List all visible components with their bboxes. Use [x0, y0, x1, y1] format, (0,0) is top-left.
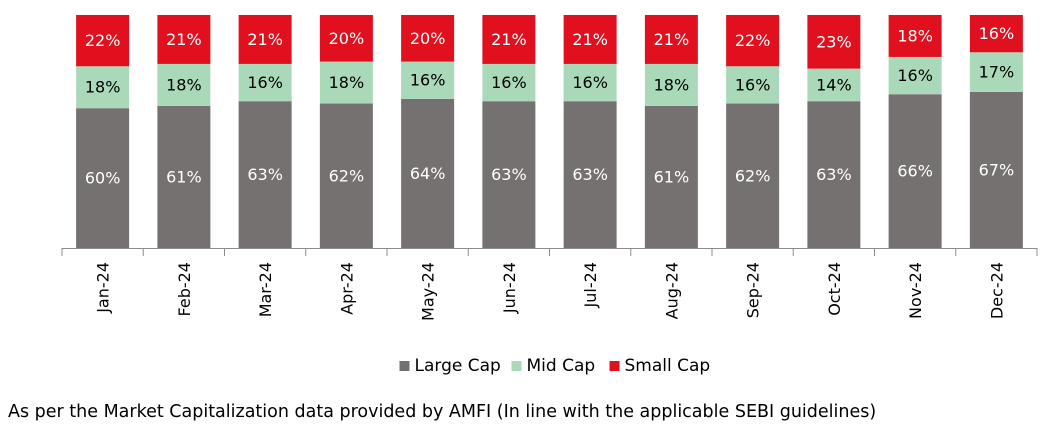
- bar-small-cap-mar-24: [238, 15, 292, 64]
- data-label-mid-cap-mar-24: 16%: [247, 73, 283, 92]
- x-tick-label-jun-24: Jun-24: [500, 262, 519, 314]
- data-label-large-cap-feb-24: 61%: [166, 167, 202, 186]
- bar-large-cap-aug-24: [644, 105, 698, 249]
- data-label-large-cap-apr-24: 62%: [329, 166, 365, 185]
- bar-large-cap-apr-24: [319, 103, 373, 248]
- x-tick-label-apr-24: Apr-24: [337, 262, 356, 315]
- data-label-mid-cap-oct-24: 14%: [816, 75, 852, 94]
- bar-small-cap-may-24: [401, 15, 455, 62]
- data-label-mid-cap-nov-24: 16%: [897, 66, 933, 85]
- legend-swatch-mid-cap: [511, 361, 522, 371]
- data-label-mid-cap-may-24: 16%: [410, 71, 446, 90]
- data-label-mid-cap-apr-24: 18%: [329, 73, 365, 92]
- data-label-large-cap-jul-24: 63%: [572, 165, 608, 184]
- bar-mid-cap-sep-24: [726, 66, 780, 104]
- bar-large-cap-mar-24: [238, 101, 292, 249]
- x-tick-label-jan-24: Jan-24: [94, 262, 113, 314]
- x-axis-ticks: [61, 248, 1038, 256]
- legend-swatch-large-cap: [399, 361, 410, 371]
- x-axis-tick-labels: Jan-24 Feb-24 Mar-24 Apr-24 May-24 Jun-24 Jul-…: [94, 262, 1007, 321]
- legend-item-small-cap: Small Cap: [609, 356, 711, 376]
- data-label-small-cap-nov-24: 18%: [897, 26, 933, 45]
- legend-swatch-small-cap: [609, 361, 620, 371]
- data-label-large-cap-aug-24: 61%: [654, 167, 690, 186]
- x-tick-label-jul-24: Jul-24: [581, 262, 600, 308]
- data-label-mid-cap-jan-24: 18%: [85, 78, 121, 97]
- data-label-small-cap-jun-24: 21%: [491, 30, 527, 49]
- data-label-small-cap-may-24: 20%: [410, 29, 446, 48]
- data-label-large-cap-oct-24: 63%: [816, 165, 852, 184]
- data-label-mid-cap-sep-24: 16%: [735, 75, 771, 94]
- bars-group: 60% 18% 22% 61% 18% 21% 63% 16% 21% 62% 18% 20% 64% 1…: [76, 15, 1023, 249]
- bar-mid-cap-apr-24: [319, 61, 373, 104]
- data-label-small-cap-apr-24: 20%: [329, 29, 365, 48]
- data-label-small-cap-jul-24: 21%: [572, 30, 608, 49]
- bar-small-cap-oct-24: [807, 15, 861, 69]
- bar-mid-cap-feb-24: [157, 63, 211, 106]
- bar-small-cap-apr-24: [319, 15, 373, 62]
- data-label-large-cap-nov-24: 66%: [897, 162, 933, 181]
- data-label-large-cap-mar-24: 63%: [247, 165, 283, 184]
- data-label-large-cap-dec-24: 67%: [979, 160, 1015, 179]
- x-tick-label-aug-24: Aug-24: [662, 262, 681, 319]
- legend-label-mid-cap: Mid Cap: [527, 356, 596, 376]
- data-label-large-cap-jan-24: 60%: [85, 169, 121, 188]
- data-label-small-cap-sep-24: 22%: [735, 31, 771, 50]
- legend-label-large-cap: Large Cap: [415, 356, 501, 376]
- legend-label-small-cap: Small Cap: [625, 356, 711, 376]
- data-label-small-cap-feb-24: 21%: [166, 30, 202, 49]
- bar-mid-cap-jan-24: [76, 66, 130, 109]
- bar-mid-cap-aug-24: [644, 63, 698, 106]
- bar-small-cap-nov-24: [888, 15, 942, 57]
- stacked-bar-chart: 60% 18% 22% 61% 18% 21% 63% 16% 21% 62% 18% 20% 64% 1…: [61, 15, 1038, 376]
- x-tick-label-mar-24: Mar-24: [256, 262, 275, 317]
- bar-large-cap-feb-24: [157, 105, 211, 249]
- data-label-mid-cap-feb-24: 18%: [166, 75, 202, 94]
- bar-small-cap-sep-24: [726, 15, 780, 67]
- bar-small-cap-feb-24: [157, 15, 211, 64]
- legend-item-large-cap: Large Cap: [399, 356, 501, 376]
- data-label-mid-cap-aug-24: 18%: [654, 75, 690, 94]
- bar-mid-cap-jun-24: [482, 63, 536, 102]
- bar-small-cap-jan-24: [76, 15, 130, 67]
- bar-large-cap-nov-24: [888, 94, 942, 248]
- data-label-mid-cap-dec-24: 17%: [979, 63, 1015, 82]
- data-label-small-cap-mar-24: 21%: [247, 30, 283, 49]
- bar-small-cap-aug-24: [644, 15, 698, 64]
- x-tick-label-dec-24: Dec-24: [987, 262, 1006, 319]
- x-tick-label-nov-24: Nov-24: [906, 262, 925, 319]
- bar-mid-cap-nov-24: [888, 56, 942, 95]
- footnote: As per the Market Capitalization data pr…: [8, 402, 877, 422]
- data-label-mid-cap-jun-24: 16%: [491, 73, 527, 92]
- bar-mid-cap-may-24: [401, 61, 455, 99]
- bar-small-cap-jul-24: [563, 15, 617, 64]
- x-tick-label-may-24: May-24: [419, 262, 438, 321]
- legend-item-mid-cap: Mid Cap: [511, 356, 596, 376]
- bar-mid-cap-oct-24: [807, 68, 861, 102]
- bar-small-cap-dec-24: [969, 15, 1023, 53]
- x-tick-label-feb-24: Feb-24: [175, 262, 194, 316]
- data-label-large-cap-sep-24: 62%: [735, 166, 771, 185]
- data-label-large-cap-may-24: 64%: [410, 164, 446, 183]
- bar-large-cap-sep-24: [726, 103, 780, 248]
- bar-large-cap-jun-24: [482, 101, 536, 249]
- data-label-mid-cap-jul-24: 16%: [572, 73, 608, 92]
- bar-large-cap-oct-24: [807, 101, 861, 249]
- data-label-small-cap-aug-24: 21%: [654, 30, 690, 49]
- data-label-large-cap-jun-24: 63%: [491, 165, 527, 184]
- bar-large-cap-jul-24: [563, 101, 617, 249]
- data-label-small-cap-jan-24: 22%: [85, 31, 121, 50]
- data-label-small-cap-dec-24: 16%: [979, 24, 1015, 43]
- x-tick-label-sep-24: Sep-24: [744, 262, 763, 318]
- bar-mid-cap-jul-24: [563, 63, 617, 102]
- bar-mid-cap-dec-24: [969, 52, 1023, 92]
- bar-mid-cap-mar-24: [238, 63, 292, 102]
- bar-large-cap-dec-24: [969, 91, 1023, 248]
- x-tick-label-oct-24: Oct-24: [825, 262, 844, 316]
- bar-large-cap-jan-24: [76, 108, 130, 248]
- data-label-small-cap-oct-24: 23%: [816, 32, 852, 51]
- legend: Large Cap Mid Cap Small Cap: [399, 356, 711, 376]
- bar-large-cap-may-24: [401, 98, 455, 248]
- bar-small-cap-jun-24: [482, 15, 536, 64]
